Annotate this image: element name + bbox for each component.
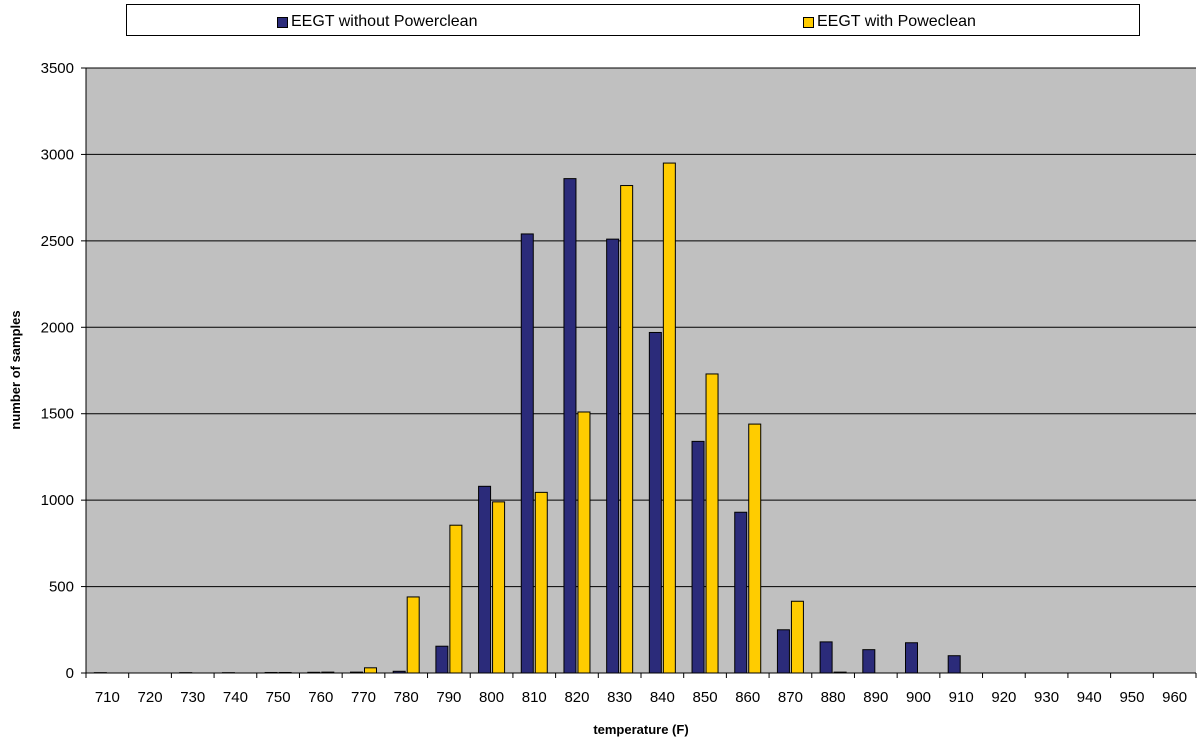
y-tick-label: 3000 (41, 146, 74, 163)
x-tick-label: 830 (607, 689, 632, 706)
legend-swatch-without-powerclean (277, 16, 288, 28)
y-tick-label: 2000 (41, 319, 74, 336)
bar-without-powerclean (563, 178, 577, 674)
bar-without-powerclean (819, 641, 833, 674)
bar-with-poweclean (705, 373, 719, 674)
x-tick-label: 960 (1162, 689, 1187, 706)
bar-with-poweclean (577, 411, 591, 674)
x-tick-label: 730 (180, 689, 205, 706)
bar-with-poweclean (662, 162, 676, 674)
x-tick-label: 710 (95, 689, 120, 706)
y-tick-label: 0 (66, 665, 74, 682)
x-tick-label: 820 (564, 689, 589, 706)
bar-without-powerclean (606, 238, 620, 674)
plot-area (86, 68, 1196, 673)
axes (81, 67, 1197, 678)
x-tick-label: 850 (693, 689, 718, 706)
bar-with-poweclean (620, 185, 634, 674)
legend-swatch-with-poweclean (803, 16, 814, 28)
x-tick-label: 840 (650, 689, 675, 706)
x-tick-label: 900 (906, 689, 931, 706)
y-tick-label: 2500 (41, 233, 74, 250)
bar-without-powerclean (947, 655, 961, 674)
bar-without-powerclean (905, 642, 918, 674)
x-tick-label: 940 (1077, 689, 1102, 706)
x-tick-labels: 710 720 730 740 750 760 770 780 790 800 810 820 830 8… (95, 689, 1187, 706)
y-axis-title: number of samples (8, 310, 23, 429)
bar-with-poweclean (492, 501, 506, 674)
legend-label-without-powerclean: EEGT without Powerclean (291, 13, 478, 30)
bar-without-powerclean (478, 485, 492, 674)
bar-with-poweclean (790, 600, 804, 674)
x-tick-label: 870 (778, 689, 803, 706)
x-tick-label: 890 (863, 689, 888, 706)
bar-without-powerclean (648, 331, 662, 674)
y-tick-label: 3500 (41, 60, 74, 77)
x-tick-label: 920 (991, 689, 1016, 706)
y-tick-label: 500 (49, 579, 74, 596)
x-axis-title: temperature (F) (593, 722, 688, 737)
legend-item-with-poweclean: EEGT with Poweclean (803, 13, 976, 31)
x-tick-label: 930 (1034, 689, 1059, 706)
bar-without-powerclean (691, 440, 705, 674)
bar-without-powerclean (734, 511, 748, 674)
x-tick-label: 880 (821, 689, 846, 706)
x-tick-label: 780 (394, 689, 419, 706)
bar-without-powerclean (862, 649, 876, 674)
y-tick-label: 1000 (41, 492, 74, 509)
legend-item-without-powerclean: EEGT without Powerclean (277, 13, 477, 31)
bar-with-poweclean (406, 596, 420, 674)
x-tick-label: 760 (308, 689, 333, 706)
bars (93, 162, 961, 674)
plot-background (86, 68, 1196, 673)
x-tick-label: 860 (735, 689, 760, 706)
legend: EEGT without Powerclean EEGT with Powecl… (126, 4, 1140, 36)
x-tick-label: 770 (351, 689, 376, 706)
y-tick-label: 1500 (41, 406, 74, 423)
legend-label-with-poweclean: EEGT with Poweclean (817, 13, 976, 30)
x-tick-label: 790 (436, 689, 461, 706)
x-tick-label: 810 (522, 689, 547, 706)
gridlines (86, 67, 1196, 588)
bar-with-poweclean (748, 423, 762, 674)
bar-without-powerclean (520, 233, 534, 674)
x-tick-label: 750 (266, 689, 291, 706)
bar-with-poweclean (534, 491, 548, 674)
x-tick-label: 720 (138, 689, 163, 706)
x-tick-label: 950 (1119, 689, 1144, 706)
x-tick-label: 740 (223, 689, 248, 706)
x-tick-label: 800 (479, 689, 504, 706)
x-tick-label: 910 (949, 689, 974, 706)
bar-with-poweclean (364, 667, 377, 674)
bar-with-poweclean (449, 524, 463, 674)
bar-without-powerclean (776, 629, 790, 674)
bar-without-powerclean (435, 645, 449, 674)
y-tick-labels: 0 500 1000 1500 2000 2500 3000 3500 (41, 60, 74, 682)
